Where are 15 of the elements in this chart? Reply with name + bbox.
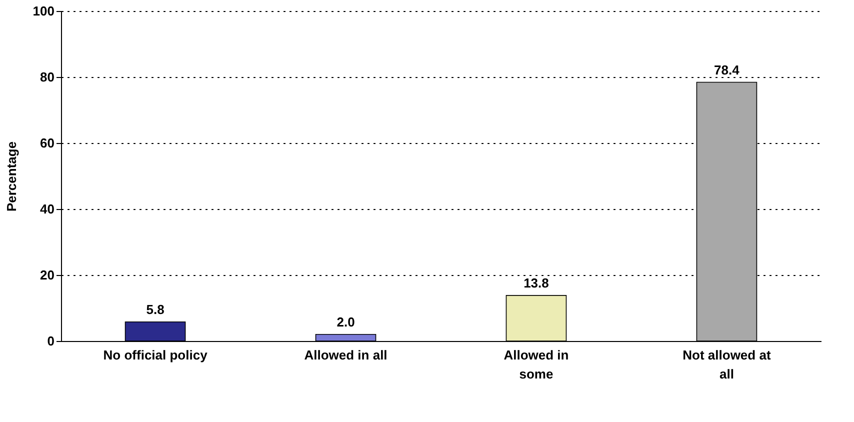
y-tick-label: 40 — [40, 202, 54, 216]
data-label: 78.4 — [714, 62, 740, 78]
x-tick-label: No official policy — [103, 348, 208, 362]
data-label: 2.0 — [336, 314, 355, 330]
x-tick-label: Allowed in some — [504, 348, 569, 382]
y-tick-label: 100 — [32, 4, 54, 18]
y-tick-label: 60 — [40, 136, 54, 150]
data-label: 13.8 — [524, 275, 549, 290]
x-tick-label: Not allowed at all — [682, 348, 772, 382]
y-axis-title: Percentage — [4, 141, 19, 212]
x-tick-label: Allowed in all — [304, 348, 388, 362]
y-tick-label: 20 — [40, 268, 54, 282]
data-label: 5.8 — [146, 302, 164, 317]
y-tick-label: 80 — [40, 70, 54, 84]
y-tick-label: 0 — [47, 334, 54, 348]
